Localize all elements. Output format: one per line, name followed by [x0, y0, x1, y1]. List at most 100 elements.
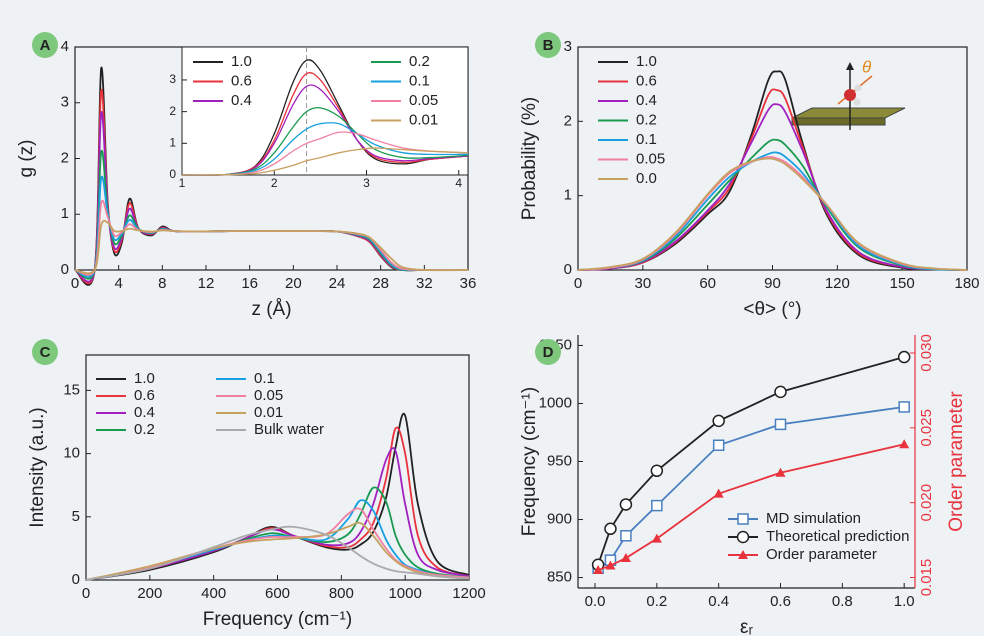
- x-tick-label: 60: [699, 275, 716, 292]
- x-tick-label: 3: [363, 176, 370, 190]
- panel-badge: [32, 339, 58, 365]
- panel-label: B: [543, 37, 554, 54]
- y-tick-label: 5: [72, 508, 80, 525]
- y-tick-label: 3: [61, 94, 69, 111]
- y-tick-label: 900: [547, 510, 572, 527]
- x-tick-label: 0: [71, 275, 79, 292]
- x-tick-label: 4: [114, 275, 122, 292]
- x-tick-label: 32: [416, 275, 433, 292]
- x-tick-label: 12: [198, 275, 215, 292]
- y2-tick-label: 0.025: [918, 409, 935, 447]
- y-tick-label: 15: [63, 381, 80, 398]
- series-line: [85, 525, 470, 581]
- marker: [650, 464, 664, 478]
- x-axis-label: <θ> (°): [743, 299, 801, 320]
- series-line: [577, 151, 968, 271]
- marker: [738, 550, 748, 559]
- x-tick-label: 1000: [388, 585, 421, 602]
- x-tick-label: 90: [764, 275, 781, 292]
- x-tick-label: 0.4: [708, 593, 729, 610]
- x-tick-label: 0: [82, 585, 90, 602]
- legend-label: 0.1: [409, 72, 430, 89]
- y-tick-label: 0: [564, 261, 572, 278]
- legend-label: 0.05: [409, 92, 438, 109]
- marker: [593, 565, 604, 575]
- y-tick-label: 1: [564, 187, 572, 204]
- x-tick-label: 20: [285, 275, 302, 292]
- x-axis-label: εᵣ: [740, 617, 753, 636]
- series-line: [85, 521, 470, 581]
- marker: [651, 499, 663, 512]
- legend-label: 0.4: [636, 92, 657, 109]
- marker: [899, 439, 910, 449]
- series-line: [577, 103, 968, 271]
- molecule-icon: [791, 62, 906, 130]
- legend-label: 1.0: [134, 370, 155, 387]
- marker: [651, 533, 662, 543]
- x-tick-label: 150: [890, 275, 915, 292]
- x-tick-label: 16: [241, 275, 258, 292]
- marker: [736, 530, 750, 544]
- x-tick-label: 800: [329, 585, 354, 602]
- legend-label: 0.2: [409, 53, 430, 70]
- y-tick-label: 2: [564, 112, 572, 129]
- series-line: [181, 122, 469, 176]
- series-line: [181, 106, 469, 176]
- legend-label: 0.2: [134, 421, 155, 438]
- series-line: [577, 157, 968, 271]
- legend-label: 0.01: [409, 111, 438, 128]
- marker: [605, 560, 616, 570]
- legend-label: 0.6: [636, 72, 657, 89]
- y2-tick-label: 0.020: [918, 484, 935, 522]
- marker: [898, 401, 910, 413]
- x-tick-label: 0: [574, 275, 582, 292]
- marker: [620, 530, 632, 542]
- y2-tick-label: 0.015: [918, 559, 935, 597]
- legend-label: Bulk water: [254, 421, 324, 438]
- y-tick-label: 850: [547, 569, 572, 586]
- marker: [737, 513, 749, 525]
- y2-axis-label: Order parameter: [946, 391, 967, 532]
- series-line: [181, 84, 469, 176]
- legend-label: 0.6: [231, 72, 252, 89]
- x-tick-label: 8: [158, 275, 166, 292]
- marker: [619, 498, 633, 511]
- panel-badge: [535, 339, 561, 365]
- x-tick-label: 120: [825, 275, 850, 292]
- panel-badge: [32, 32, 58, 58]
- x-tick-label: 200: [137, 585, 162, 602]
- legend-label: 1.0: [636, 53, 657, 70]
- panel-label: A: [40, 37, 51, 54]
- y-axis-label: g (z): [16, 140, 37, 178]
- y-tick-label: 1000: [539, 394, 572, 411]
- marker: [775, 467, 786, 477]
- x-tick-label: 180: [954, 275, 979, 292]
- x-tick-label: 24: [329, 275, 346, 292]
- x-tick-label: 4: [455, 176, 462, 190]
- y-tick-label: 950: [547, 452, 572, 469]
- x-tick-label: 1.0: [894, 593, 915, 610]
- y-axis-label: Probability (%): [519, 97, 540, 221]
- x-tick-label: 0.2: [646, 593, 667, 610]
- series-line: [181, 131, 469, 176]
- x-tick-label: 0.8: [832, 593, 853, 610]
- y-tick-label: 10: [63, 445, 80, 462]
- panel-label: C: [40, 344, 51, 361]
- legend-label: 0.05: [636, 150, 665, 167]
- marker: [620, 553, 631, 563]
- panel-badge: [535, 32, 561, 58]
- y-tick-label: 3: [564, 38, 572, 55]
- y-tick-label: 2: [61, 149, 69, 166]
- series-line: [85, 412, 470, 581]
- marker: [897, 350, 911, 364]
- marker: [604, 522, 617, 536]
- series-line: [74, 219, 469, 275]
- legend-label: 0.4: [134, 404, 155, 421]
- legend-label: 0.6: [134, 387, 155, 404]
- marker: [774, 385, 787, 399]
- x-tick-label: 2: [271, 176, 278, 190]
- x-axis-label: Frequency (cm⁻¹): [203, 609, 352, 630]
- legend-label: 1.0: [231, 53, 252, 70]
